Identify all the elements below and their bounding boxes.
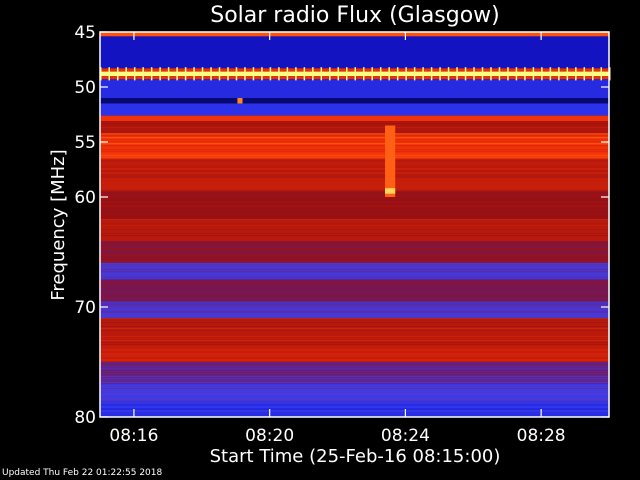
burst <box>385 125 396 197</box>
y-axis-label: Frequency [MHz] <box>48 149 69 300</box>
x-tick-label: 08:28 <box>517 426 566 446</box>
x-tick-label: 08:24 <box>381 426 430 446</box>
updated-timestamp: Updated Thu Feb 22 01:22:55 2018 <box>2 468 163 478</box>
interference-line <box>100 67 611 81</box>
y-tick-label: 50 <box>74 78 96 98</box>
y-tick-label: 45 <box>74 23 96 43</box>
y-tick-label: 60 <box>74 188 96 208</box>
frequency-band-0 <box>100 32 609 37</box>
x-tick-label: 08:20 <box>245 426 294 446</box>
y-tick-label: 80 <box>74 408 96 428</box>
y-tick-label: 55 <box>74 133 96 153</box>
frequency-band-1 <box>100 36 609 69</box>
frequency-band-7 <box>100 103 609 116</box>
burst-peak <box>385 188 396 194</box>
chart-title: Solar radio Flux (Glasgow) <box>210 3 500 28</box>
spot <box>237 98 243 104</box>
x-tick-label: 08:16 <box>109 426 158 446</box>
frequency-band-6 <box>100 98 609 104</box>
spectral-texture <box>100 121 609 418</box>
plot-frame <box>99 31 610 418</box>
x-axis-label: Start Time (25-Feb-16 08:15:00) <box>210 446 501 467</box>
y-tick-label: 70 <box>74 298 96 318</box>
frequency-band-8 <box>100 115 609 122</box>
frequency-band-5 <box>100 79 609 98</box>
